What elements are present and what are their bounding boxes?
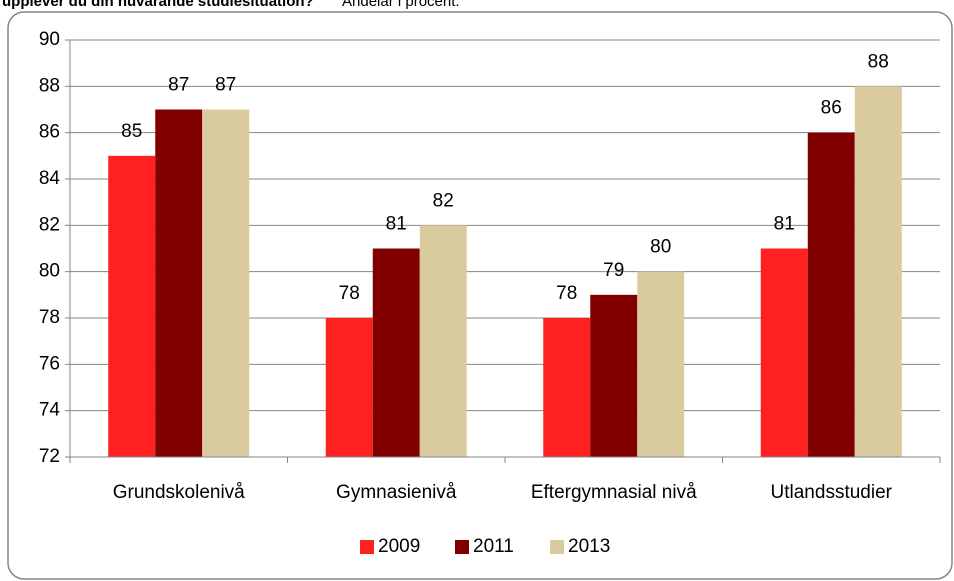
data-label: 82: [433, 190, 454, 211]
bar: [108, 155, 156, 458]
bar: [202, 109, 250, 457]
data-label: 85: [121, 121, 142, 142]
legend-swatch: [455, 540, 469, 554]
y-tick-label: 84: [39, 168, 61, 189]
data-label: 79: [603, 260, 624, 281]
bar: [155, 109, 203, 457]
data-label: 78: [556, 283, 577, 304]
data-label: 87: [168, 75, 189, 96]
chart-title: upplever du din nuvarande studiesituatio…: [2, 0, 321, 10]
y-tick-label: 90: [39, 29, 60, 50]
bar: [760, 248, 808, 457]
data-label: 87: [215, 75, 236, 96]
title-band: [0, 0, 954, 10]
bar: [543, 318, 591, 457]
y-tick-label: 88: [39, 75, 60, 96]
y-tick-label: 76: [39, 353, 60, 374]
data-label: 88: [868, 51, 889, 72]
y-tick-label: 72: [39, 446, 60, 467]
legend-label: 2011: [473, 536, 514, 557]
bar: [419, 225, 467, 457]
x-tick-label: Gymnasienivå: [336, 482, 457, 503]
legend-label: 2013: [568, 536, 610, 557]
legend-swatch: [550, 540, 564, 554]
y-tick-label: 78: [39, 307, 60, 328]
bar: [590, 294, 638, 457]
y-tick-label: 74: [39, 400, 61, 421]
bar: [807, 132, 855, 457]
chart-subtitle: Andelar i procent.: [342, 0, 460, 10]
data-label: 80: [650, 237, 671, 258]
x-tick-label: Grundskolenivå: [113, 482, 245, 503]
y-tick-label: 82: [39, 214, 60, 235]
y-tick-label: 86: [39, 122, 60, 143]
x-tick-label: Utlandsstudier: [771, 482, 893, 503]
x-tick-label: Eftergymnasial nivå: [531, 482, 697, 503]
data-label: 86: [821, 98, 842, 119]
bar: [854, 86, 902, 457]
data-label: 81: [386, 214, 407, 235]
data-label: 78: [339, 283, 360, 304]
data-label: 81: [774, 214, 795, 235]
bar: [325, 318, 373, 457]
bar: [372, 248, 420, 457]
legend-swatch: [360, 540, 374, 554]
bar: [637, 271, 685, 457]
legend-label: 2009: [378, 536, 420, 557]
y-tick-label: 80: [39, 261, 60, 282]
